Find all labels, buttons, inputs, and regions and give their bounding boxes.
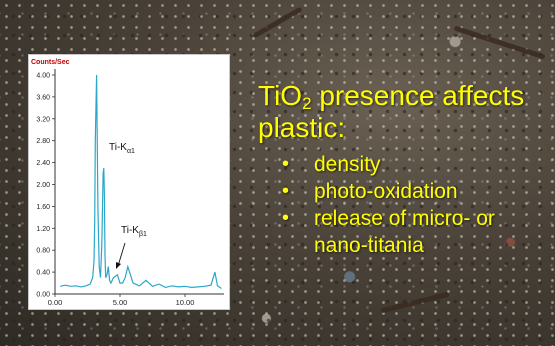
- bullet-dot-icon: •: [282, 153, 290, 175]
- y-tick-label: 2.00: [36, 182, 50, 189]
- bullet-item: nano-titania: [258, 233, 550, 258]
- y-tick-label: 3.60: [36, 94, 50, 101]
- bullet-item: • photo-oxidation: [258, 179, 550, 204]
- y-tick-label: 4.00: [36, 73, 50, 80]
- annotation-arrow: [117, 242, 126, 267]
- headline-line2: plastic:: [258, 112, 346, 143]
- headline-subscript: 2: [302, 94, 312, 113]
- bullet-text: release of micro- or: [314, 207, 495, 230]
- x-tick-label: 10.00: [176, 298, 195, 307]
- spectrum-series-line: [60, 74, 222, 289]
- annotation-arrowhead: [116, 262, 121, 269]
- xrf-spectrum-chart: Counts/Sec 4.00 3.60 3.20 2.80 2.40 2.00 1.60 1.…: [28, 54, 230, 310]
- bullet-item: • release of micro- or: [258, 206, 550, 231]
- y-tick-label: 0.80: [36, 248, 50, 255]
- bullet-item: • density: [258, 152, 550, 177]
- y-tick-label: 0.00: [36, 292, 50, 299]
- y-tick-label: 3.20: [36, 116, 50, 123]
- headline-prefix: TiO: [258, 80, 303, 111]
- y-tick-label: 1.20: [36, 226, 50, 233]
- headline: TiO2 presence affects plastic:: [258, 80, 550, 144]
- annotation-ti-k-alpha1: Ti-Kα1: [109, 142, 135, 155]
- bullet-dot-icon: •: [282, 180, 290, 202]
- x-tick-label: 5.00: [113, 298, 128, 307]
- slide-text: TiO2 presence affects plastic: • density …: [258, 80, 550, 260]
- spectrum-svg: Counts/Sec 4.00 3.60 3.20 2.80 2.40 2.00 1.60 1.…: [31, 59, 224, 307]
- bullet-list: • density • photo-oxidation • release of mi…: [258, 152, 550, 258]
- y-tick-label: 2.40: [36, 160, 50, 167]
- y-tick-label: 0.40: [36, 270, 50, 277]
- y-tick-label: 2.80: [36, 138, 50, 145]
- bullet-text: photo-oxidation: [314, 180, 458, 203]
- y-axis-label: Counts/Sec: [31, 59, 70, 66]
- x-tick-label: 0.00: [48, 298, 63, 307]
- y-tick-label: 1.60: [36, 204, 50, 211]
- bullet-text: density: [314, 153, 381, 176]
- headline-suffix: presence affects: [311, 80, 525, 111]
- bullet-text: nano-titania: [314, 234, 424, 257]
- annotation-ti-k-beta1: Ti-Kβ1: [121, 225, 147, 238]
- bullet-dot-icon: •: [282, 207, 290, 229]
